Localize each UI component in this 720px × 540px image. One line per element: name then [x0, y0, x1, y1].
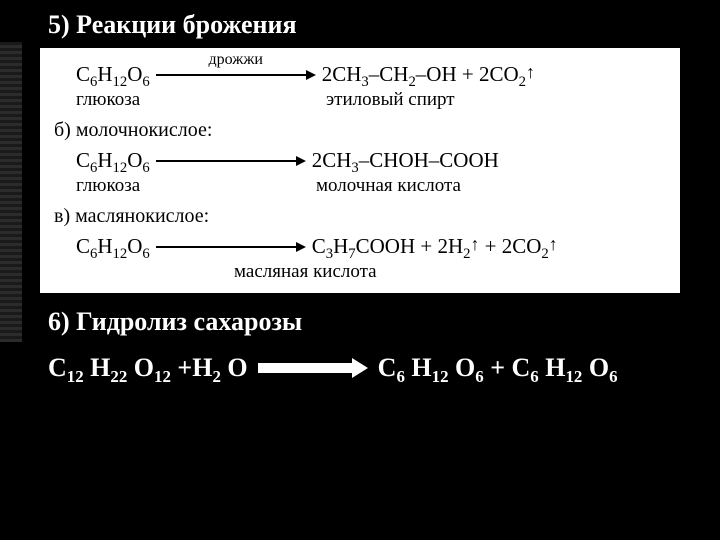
heading-6: 6) Гидролиз сахарозы — [0, 293, 720, 347]
reaction-b-reactant: C6H12O6 — [76, 148, 150, 173]
reaction-b-prefix: б) молочнокислое: — [54, 119, 666, 142]
reaction-c-product-label: масляная кислота — [234, 261, 377, 283]
reaction-a-product-label: этиловый спирт — [326, 89, 455, 111]
reaction-a-product: 2CH3–CH2–OH + 2CO2↑ — [322, 62, 535, 87]
reactions-panel: C6H12O6 дрожжи 2CH3–CH2–OH + 2CO2↑ глюко… — [40, 48, 680, 293]
reaction-c-labels: масляная кислота — [54, 261, 666, 283]
heading-5: 5) Реакции брожения — [0, 0, 720, 48]
reaction-b-product-label: молочная кислота — [316, 175, 461, 197]
hydrolysis-arrow — [258, 359, 368, 377]
side-stripe — [0, 42, 22, 342]
reaction-a-arrow-label: дрожжи — [209, 51, 263, 69]
reaction-b-product: 2CH3–CHOH–COOH — [312, 148, 499, 173]
reaction-a-labels: глюкоза этиловый спирт — [54, 89, 666, 111]
reaction-a-reactant-label: глюкоза — [76, 89, 176, 111]
reaction-a-reactant: C6H12O6 — [76, 62, 150, 87]
reaction-b-labels: глюкоза молочная кислота — [54, 175, 666, 197]
reaction-b-equation: C6H12O6 2CH3–CHOH–COOH — [54, 148, 666, 173]
reaction-c-prefix: в) маслянокислое: — [54, 205, 666, 228]
reaction-a-equation: C6H12O6 дрожжи 2CH3–CH2–OH + 2CO2↑ — [54, 62, 666, 87]
hydrolysis-lhs: C12 H22 O12 +H2 O — [48, 353, 248, 383]
reaction-c-reactant: C6H12O6 — [76, 234, 150, 259]
reaction-c-product: C3H7COOH + 2H2↑ + 2CO2↑ — [312, 234, 558, 259]
hydrolysis-equation: C12 H22 O12 +H2 O C6 H12 O6 + C6 H12 O6 — [0, 347, 720, 383]
hydrolysis-rhs: C6 H12 O6 + C6 H12 O6 — [378, 353, 618, 383]
reaction-a-arrow: дрожжи — [156, 67, 316, 83]
reaction-b-arrow — [156, 153, 306, 169]
reaction-b-reactant-label: глюкоза — [76, 175, 176, 197]
reaction-c-arrow — [156, 239, 306, 255]
reaction-c-equation: C6H12O6 C3H7COOH + 2H2↑ + 2CO2↑ — [54, 234, 666, 259]
slide: 5) Реакции брожения C6H12O6 дрожжи 2CH3–… — [0, 0, 720, 540]
